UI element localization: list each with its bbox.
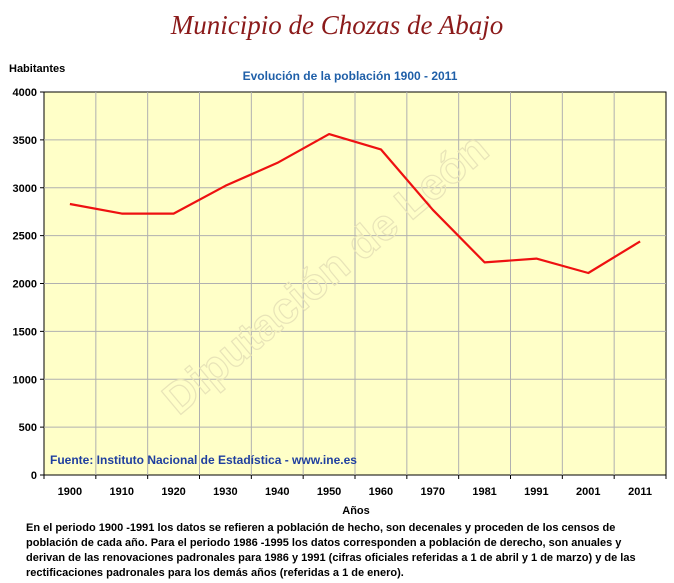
y-tick-label: 3000 (13, 183, 37, 195)
x-tick-label: 2001 (576, 486, 600, 498)
x-tick-label: 1920 (161, 486, 185, 498)
x-tick-label: 1960 (369, 486, 393, 498)
x-tick-label: 1910 (110, 486, 134, 498)
source-label: Fuente: Instituto Nacional de Estadístic… (50, 453, 357, 467)
y-tick-label: 4000 (13, 87, 37, 99)
y-tick-label: 3500 (13, 135, 37, 147)
footnote: En el periodo 1900 -1991 los datos se re… (26, 522, 636, 579)
x-tick-label: 1970 (421, 486, 445, 498)
y-tick-label: 500 (19, 422, 37, 434)
chart-title: Evolución de la población 1900 - 2011 (243, 69, 458, 83)
x-tick-label: 1950 (317, 486, 341, 498)
y-tick-label: 0 (31, 470, 37, 482)
x-axis-label: Años (342, 505, 370, 515)
y-tick-label: 2000 (13, 279, 37, 291)
population-chart: Evolución de la población 1900 - 2011 Ha… (9, 63, 667, 515)
x-tick-label: 1940 (265, 486, 289, 498)
y-tick-label: 1000 (13, 374, 37, 386)
x-tick-labels: 1900 1910 1920 1930 1940 1950 1960 1970 1981 1991… (43, 475, 667, 498)
page-title: Municipio de Chozas de Abajo (170, 10, 504, 40)
x-tick-label: 2011 (628, 486, 652, 498)
x-tick-label: 1991 (524, 486, 548, 498)
x-tick-label: 1981 (472, 486, 496, 498)
x-tick-label: 1900 (58, 486, 82, 498)
y-tick-labels: 0 500 1000 1500 2000 2500 3000 3500 4000 (13, 87, 44, 482)
y-tick-label: 2500 (13, 231, 37, 243)
x-tick-label: 1930 (213, 486, 237, 498)
population-series-line (69, 133, 641, 275)
y-axis-label: Habitantes (9, 63, 65, 75)
y-tick-label: 1500 (13, 326, 37, 338)
gridlines (44, 92, 666, 475)
